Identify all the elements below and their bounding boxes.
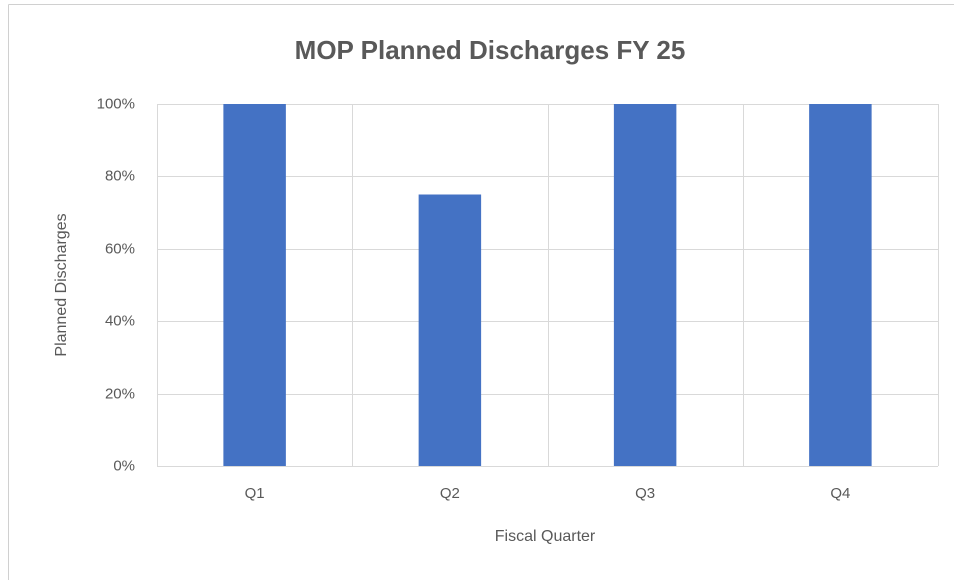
bar xyxy=(223,104,286,466)
y-tick-label: 80% xyxy=(105,167,135,184)
y-tick-label: 0% xyxy=(113,457,135,474)
y-tick-label: 100% xyxy=(97,95,135,112)
y-tick-label: 60% xyxy=(105,240,135,257)
x-axis-label: Fiscal Quarter xyxy=(495,528,596,545)
y-tick-label: 40% xyxy=(105,312,135,329)
x-tick-label: Q3 xyxy=(635,485,655,502)
y-axis-label: Planned Discharges xyxy=(53,213,70,356)
bar xyxy=(613,104,677,466)
x-tick-label: Q2 xyxy=(440,485,460,502)
chart-title: MOP Planned Discharges FY 25 xyxy=(295,35,686,65)
bar xyxy=(809,104,872,466)
x-tick-label: Q4 xyxy=(830,485,850,502)
bar xyxy=(418,194,482,466)
y-tick-label: 20% xyxy=(105,385,135,402)
x-tick-label: Q1 xyxy=(245,485,265,502)
